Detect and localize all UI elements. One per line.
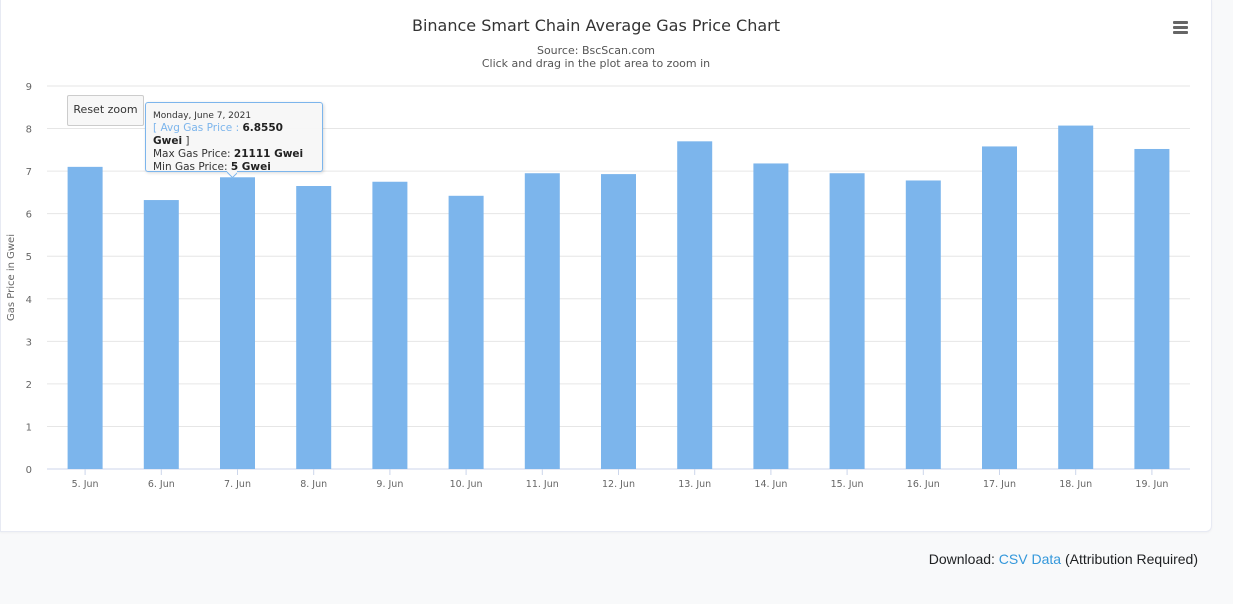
bar[interactable] (296, 186, 332, 469)
y-tick-label: 4 (26, 295, 32, 306)
tooltip-avg-row: [ Avg Gas Price : 6.8550 Gwei ] (153, 122, 315, 148)
x-tick-label: 7. Jun (224, 479, 251, 490)
tooltip-max-value: 21111 Gwei (233, 148, 304, 160)
bar[interactable] (448, 195, 484, 469)
x-tick-label: 8. Jun (300, 479, 327, 490)
bar[interactable] (677, 141, 713, 470)
tooltip-date: Monday, June 7, 2021 (153, 111, 252, 121)
bar[interactable] (143, 200, 179, 469)
x-tick-label: 13. Jun (678, 479, 711, 490)
y-tick-label: 7 (26, 167, 32, 178)
x-tick-label: 9. Jun (376, 479, 403, 490)
y-tick-label: 3 (26, 337, 32, 348)
bar[interactable] (1134, 148, 1170, 469)
bar[interactable] (829, 173, 865, 469)
download-prefix: Download: (928, 551, 995, 567)
tooltip-min-row: Min Gas Price: 5 Gwei (153, 161, 315, 174)
tooltip-open-bracket: [ (153, 122, 158, 134)
x-tick-label: 5. Jun (72, 479, 99, 490)
bar[interactable] (1058, 125, 1094, 470)
x-tick-label: 15. Jun (831, 479, 864, 490)
x-tick-label: 16. Jun (907, 479, 940, 490)
hamburger-menu-icon[interactable] (1170, 18, 1192, 38)
y-tick-label: 2 (26, 380, 32, 391)
y-tick-label: 9 (26, 82, 32, 93)
x-tick-label: 18. Jun (1059, 479, 1092, 490)
tooltip-avg-value: 6.8550 Gwei (153, 122, 283, 147)
download-suffix: (Attribution Required) (1064, 551, 1198, 567)
x-tick-label: 14. Jun (754, 479, 787, 490)
bar[interactable] (372, 181, 408, 469)
tooltip-avg-label: Avg Gas Price : (160, 122, 240, 134)
x-tick-label: 12. Jun (602, 479, 635, 490)
reset-zoom-button[interactable]: Reset zoom (67, 95, 144, 126)
y-tick-label: 5 (26, 252, 32, 263)
y-tick-label: 0 (26, 465, 32, 476)
x-tick-label: 19. Jun (1135, 479, 1168, 490)
x-tick-label: 11. Jun (526, 479, 559, 490)
x-tick-label: 17. Jun (983, 479, 1016, 490)
x-tick-label: 6. Jun (148, 479, 175, 490)
bar[interactable] (753, 163, 789, 469)
tooltip-pointer (227, 171, 237, 181)
y-tick-label: 6 (26, 210, 32, 221)
bar[interactable] (220, 177, 255, 469)
tooltip-min-label: Min Gas Price: (153, 161, 228, 173)
chart-source: Source: BscScan.com (536, 44, 656, 57)
bar[interactable] (601, 174, 636, 469)
bar[interactable] (524, 173, 560, 469)
tooltip-min-value: 5 Gwei (230, 161, 271, 173)
chart-tooltip: Monday, June 7, 2021 [ Avg Gas Price : 6… (145, 102, 323, 174)
download-bar: Download: CSV Data (Attribution Required… (929, 551, 1198, 567)
bar[interactable] (982, 146, 1017, 469)
y-tick-label: 8 (26, 125, 32, 136)
x-tick-label: 10. Jun (450, 479, 483, 490)
bar-chart[interactable]: 0 1 2 3 4 5 6 7 8 9 Gas Price in Gwei 5. Jun 6. Jun 7… (0, 0, 1233, 531)
tooltip-max-row: Max Gas Price: 21111 Gwei (153, 148, 315, 161)
bar[interactable] (67, 166, 103, 469)
chart-title: Binance Smart Chain Average Gas Price Ch… (411, 16, 780, 35)
csv-data-link[interactable]: CSV Data (998, 551, 1062, 567)
y-axis-title: Gas Price in Gwei (6, 234, 17, 321)
chart-zoom-hint: Click and drag in the plot area to zoom … (481, 57, 711, 70)
bar[interactable] (905, 180, 941, 469)
tooltip-close-bracket: ] (185, 135, 190, 147)
y-tick-label: 1 (26, 422, 32, 433)
tooltip-max-label: Max Gas Price: (153, 148, 231, 160)
